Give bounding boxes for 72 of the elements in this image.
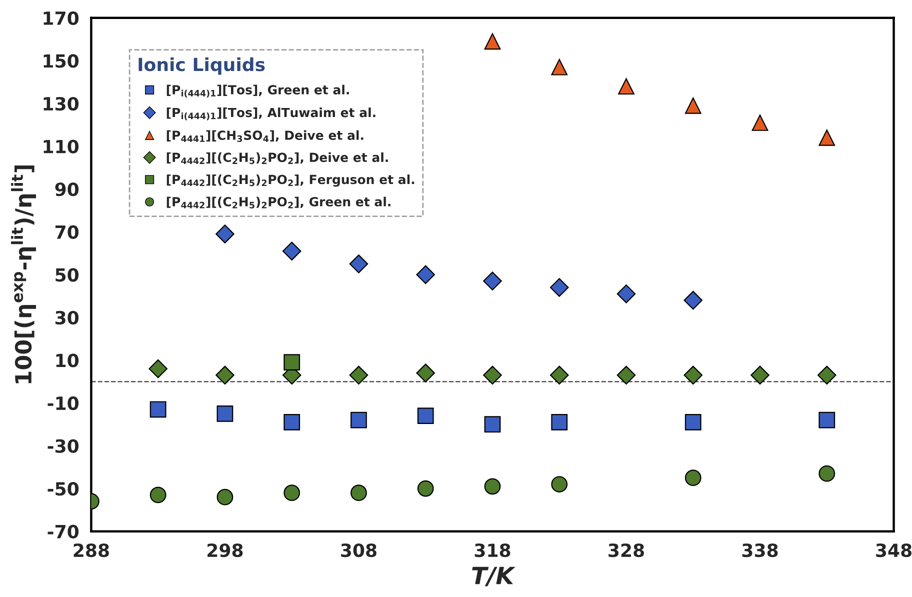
y-tick-label: -70 bbox=[48, 524, 79, 538]
point bbox=[684, 97, 702, 114]
point bbox=[484, 416, 501, 433]
point bbox=[684, 366, 703, 385]
point bbox=[483, 272, 502, 290]
y-tick-label: 130 bbox=[44, 96, 79, 111]
point bbox=[684, 290, 703, 310]
text: [P$_{4442}$][(C$_{2}$H$_{5}$)$_{2}$PO$_{2}$], Ferguson et al. bbox=[166, 174, 414, 187]
point bbox=[684, 414, 702, 430]
point bbox=[484, 33, 501, 50]
point bbox=[818, 465, 836, 482]
y-tick-label: -30 bbox=[48, 439, 79, 453]
point bbox=[750, 366, 770, 385]
point bbox=[216, 488, 234, 506]
y-tick-label: 70 bbox=[55, 225, 79, 239]
x-tick-label: 338 bbox=[742, 543, 778, 558]
x-tick-label: 328 bbox=[608, 543, 644, 558]
text: [P$_{4442}$][(C$_{2}$H$_{5}$)$_{2}$PO$_{2}$], Deive et al. bbox=[166, 152, 388, 164]
point bbox=[550, 278, 569, 297]
x-tick-label: 288 bbox=[74, 543, 109, 558]
point bbox=[818, 130, 836, 146]
point bbox=[618, 78, 634, 95]
point bbox=[484, 478, 501, 495]
x-tick-label: 298 bbox=[208, 543, 243, 558]
y-tick-label: 90 bbox=[55, 182, 79, 196]
point bbox=[483, 366, 502, 385]
y-tick-label: -10 bbox=[48, 396, 79, 410]
y-tick-label: 30 bbox=[55, 310, 79, 325]
point bbox=[150, 401, 166, 418]
point bbox=[216, 366, 234, 385]
point bbox=[616, 366, 636, 385]
x-tick-label: 348 bbox=[876, 543, 912, 558]
point bbox=[551, 414, 568, 430]
y-tick-label: 10 bbox=[56, 354, 79, 368]
point bbox=[284, 414, 300, 430]
point bbox=[417, 480, 434, 497]
point bbox=[282, 242, 302, 260]
point bbox=[684, 470, 702, 486]
point bbox=[416, 364, 435, 382]
point bbox=[551, 476, 568, 492]
point bbox=[551, 58, 568, 76]
point bbox=[148, 359, 168, 378]
y-tick-label: -50 bbox=[48, 482, 79, 496]
y-tick-label: 170 bbox=[44, 11, 79, 26]
x-tick-label: 318 bbox=[474, 543, 510, 558]
point bbox=[416, 265, 435, 284]
legend-title: Ionic Liquids bbox=[138, 57, 265, 75]
x-axis-title: T/K bbox=[472, 566, 516, 586]
point bbox=[150, 486, 166, 504]
point bbox=[752, 114, 768, 131]
point bbox=[350, 484, 367, 502]
point bbox=[284, 484, 300, 502]
y-axis-title: 100[(η$^{exp}$-η$^{lit}$)/η$^{lit}$] bbox=[11, 165, 36, 384]
point bbox=[616, 284, 636, 304]
point bbox=[817, 366, 836, 385]
point bbox=[349, 254, 368, 274]
x-tick-label: 308 bbox=[341, 543, 376, 558]
text: [P$_{4442}$][(C$_{2}$H$_{5}$)$_{2}$PO$_{2}$], Green et al. bbox=[166, 196, 390, 208]
y-tick-label: 50 bbox=[56, 268, 79, 282]
y-tick-label: 150 bbox=[44, 54, 79, 68]
point bbox=[350, 412, 367, 428]
point bbox=[550, 366, 569, 385]
y-tick-label: 110 bbox=[44, 140, 79, 154]
point bbox=[284, 354, 300, 371]
legend-label: [P$_{i(444)1}$][Tos], Green et al. bbox=[166, 84, 349, 98]
point bbox=[417, 408, 434, 424]
legend-label: [P$_{i(444)1}$][Tos], AlTuwaim et al. bbox=[166, 108, 376, 120]
point bbox=[216, 224, 234, 244]
point bbox=[216, 405, 234, 422]
point bbox=[349, 366, 368, 385]
point bbox=[818, 412, 836, 428]
legend-label: [P$_{4441}$][CH$_{3}$SO$_{4}$], Deive et al. bbox=[166, 130, 364, 142]
